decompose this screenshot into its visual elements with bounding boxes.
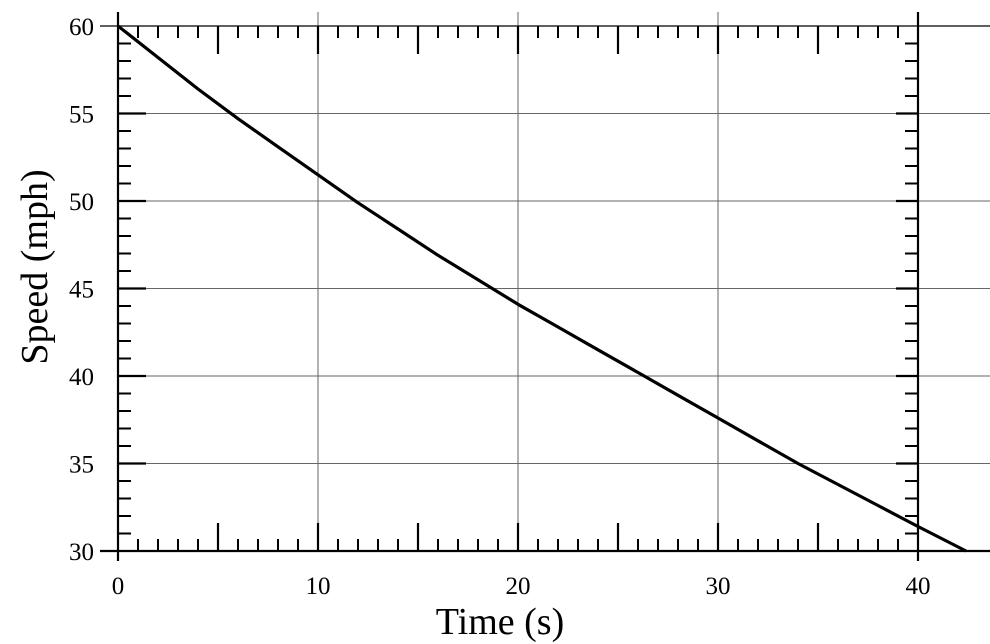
- axes: [100, 12, 990, 561]
- x-tick-label: 30: [706, 573, 731, 600]
- y-tick-label: 40: [69, 364, 94, 391]
- x-tick-label: 40: [906, 573, 931, 600]
- y-tick-label: 60: [69, 14, 94, 41]
- x-tick-labels: 0 10 20 30 40: [112, 573, 931, 600]
- y-tick-label: 35: [69, 452, 94, 479]
- y-tick-label: 55: [69, 102, 94, 129]
- x-tick-label: 10: [306, 573, 331, 600]
- series-layer: [117, 24, 967, 553]
- x-axis-title: Time (s): [436, 601, 564, 643]
- x-tick-label: 0: [112, 573, 125, 600]
- series-line: [117, 24, 967, 553]
- grid-lines: [118, 12, 990, 552]
- minor-ticks: [118, 26, 918, 551]
- y-tick-labels: 30 35 40 45 50 55 60: [69, 14, 94, 566]
- y-tick-label: 45: [69, 277, 94, 304]
- x-tick-label: 20: [506, 573, 531, 600]
- y-tick-label: 50: [69, 189, 94, 216]
- y-axis-title: Speed (mph): [14, 169, 56, 364]
- y-tick-label: 30: [69, 539, 94, 566]
- major-ticks: [118, 26, 918, 551]
